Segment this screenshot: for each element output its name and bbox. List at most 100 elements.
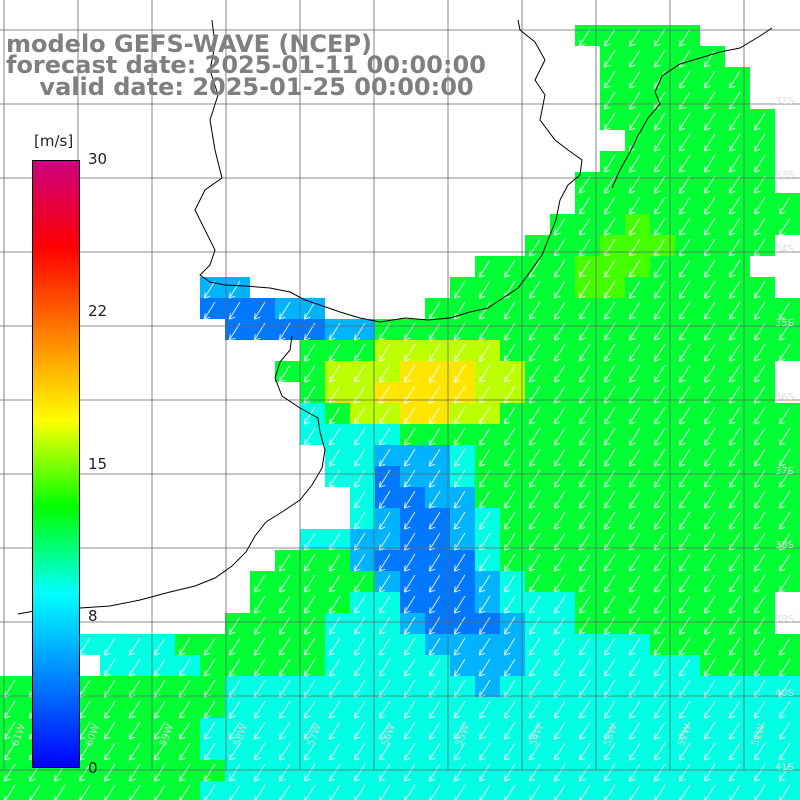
wind-cell [300, 634, 325, 655]
wind-arrow [704, 784, 716, 800]
wind-arrow [378, 763, 391, 782]
wind-arrow [728, 658, 741, 677]
wind-cell [500, 634, 525, 655]
wind-cell [575, 424, 600, 445]
wind-arrow [103, 763, 116, 782]
wind-arrow [653, 616, 666, 635]
wind-arrow [528, 595, 541, 614]
wind-cell [300, 424, 325, 445]
wind-arrow [728, 343, 741, 362]
wind-arrow [728, 280, 741, 299]
wind-arrow [553, 301, 566, 320]
wind-arrow [54, 784, 66, 800]
wind-cell [625, 781, 650, 800]
wind-arrow [553, 217, 566, 236]
wind-cell [750, 781, 775, 800]
wind-cell [325, 676, 350, 697]
wind-arrow [428, 700, 441, 719]
wind-cell [375, 655, 400, 676]
wind-cell [500, 487, 525, 508]
wind-cell [675, 235, 700, 256]
wind-cell [475, 277, 500, 298]
wind-cell [650, 403, 675, 424]
wind-arrow [628, 532, 641, 551]
wind-cell [625, 697, 650, 718]
wind-cell [600, 445, 625, 466]
wind-arrow [703, 763, 716, 782]
wind-arrow [428, 343, 441, 362]
colorbar-tick-15: 15 [88, 455, 108, 473]
wind-cell [750, 718, 775, 739]
wind-arrow [504, 784, 516, 800]
wind-cell [650, 739, 675, 760]
wind-cell [425, 361, 450, 382]
wind-cell [350, 655, 375, 676]
wind-cell [700, 466, 725, 487]
wind-arrow [403, 490, 416, 509]
wind-cell [450, 739, 475, 760]
wind-cell [425, 592, 450, 613]
wind-cell [400, 445, 425, 466]
wind-cell [775, 508, 800, 529]
wind-arrow [728, 112, 741, 131]
wind-arrow [453, 700, 466, 719]
wind-cell [750, 655, 775, 676]
wind-arrow [578, 259, 591, 278]
wind-cell [600, 487, 625, 508]
wind-cell [475, 487, 500, 508]
wind-arrow [628, 49, 641, 68]
wind-arrow [728, 700, 741, 719]
wind-cell [675, 655, 700, 676]
wind-arrow [528, 406, 541, 425]
wind-arrow [453, 532, 466, 551]
wind-cell [525, 487, 550, 508]
wind-cell [150, 760, 175, 781]
wind-cell [775, 466, 800, 487]
wind-cell [575, 550, 600, 571]
wind-arrow [203, 280, 216, 299]
wind-arrow [728, 70, 741, 89]
wind-arrow [778, 553, 791, 572]
wind-arrow [728, 427, 741, 446]
wind-arrow [328, 343, 341, 362]
wind-cell [775, 424, 800, 445]
wind-arrow [753, 238, 766, 257]
wind-cell [725, 172, 750, 193]
wind-arrow [29, 784, 41, 800]
wind-cell [550, 256, 575, 277]
wind-cell [700, 67, 725, 88]
wind-cell [675, 256, 700, 277]
wind-arrow [478, 742, 491, 761]
wind-cell [725, 487, 750, 508]
wind-arrow [428, 595, 441, 614]
wind-arrow [429, 784, 441, 800]
wind-arrow [453, 742, 466, 761]
wind-cell [525, 319, 550, 340]
wind-cell [425, 319, 450, 340]
wind-cell [275, 676, 300, 697]
wind-arrow [578, 532, 591, 551]
wind-cell [500, 613, 525, 634]
wind-cell [775, 760, 800, 781]
wind-arrow [603, 637, 616, 656]
wind-cell [175, 655, 200, 676]
wind-arrow [728, 154, 741, 173]
wind-arrow [253, 721, 266, 740]
wind-arrow [554, 784, 566, 800]
wind-cell [150, 739, 175, 760]
wind-cell [225, 298, 250, 319]
wind-arrow [628, 259, 641, 278]
wind-arrow [453, 616, 466, 635]
wind-cell [375, 592, 400, 613]
wind-cell [625, 739, 650, 760]
wind-cell [675, 445, 700, 466]
wind-arrow [328, 574, 341, 593]
wind-arrow [478, 469, 491, 488]
wind-cell [450, 676, 475, 697]
wind-arrow [428, 742, 441, 761]
lat-lon-grid [0, 0, 800, 771]
wind-cell [375, 697, 400, 718]
wind-cell [650, 697, 675, 718]
wind-cell [650, 319, 675, 340]
wind-arrow [703, 406, 716, 425]
